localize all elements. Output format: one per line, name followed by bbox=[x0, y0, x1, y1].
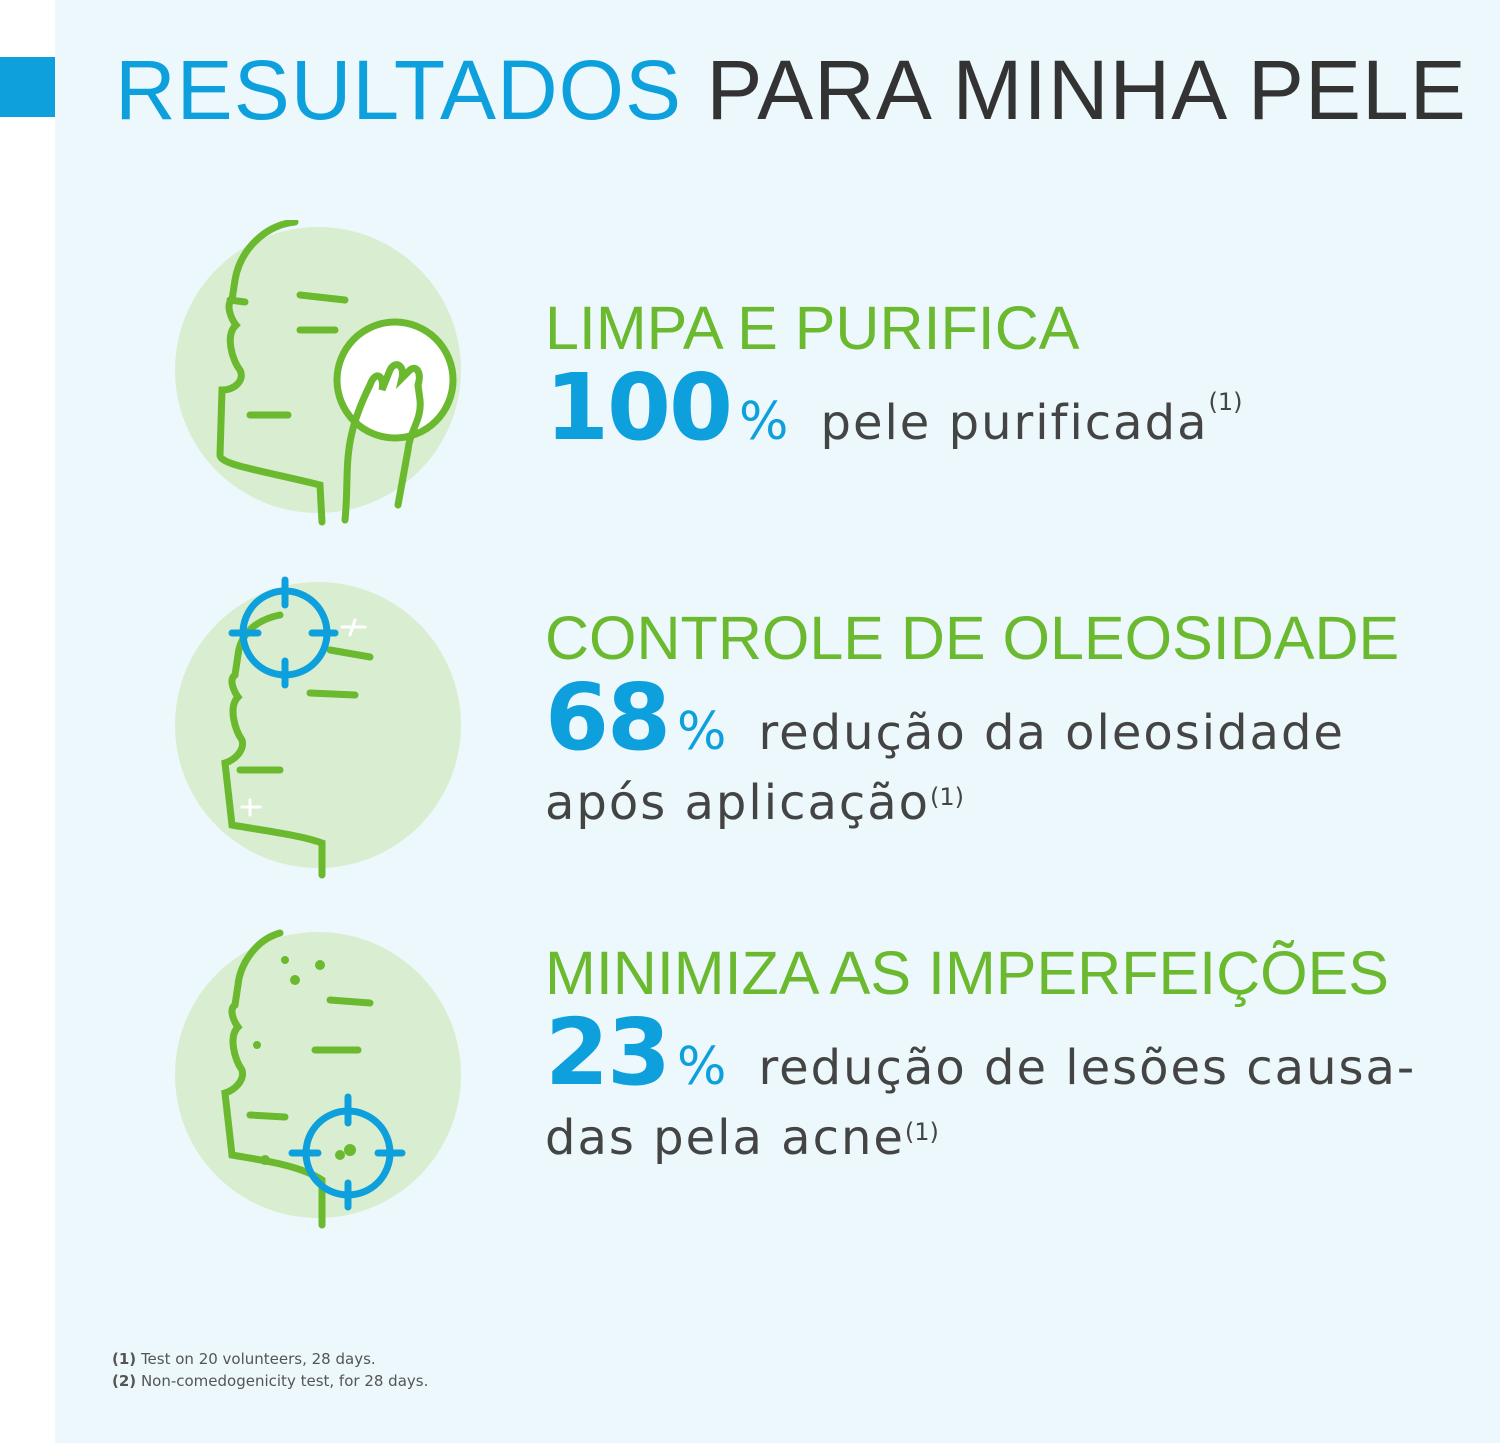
result-text: pele purificada bbox=[820, 395, 1209, 451]
result-oil-control: CONTROLE DE OLEOSIDADE 68% redução da ole… bbox=[545, 603, 1445, 838]
title-highlight: RESULTADOS bbox=[115, 43, 682, 137]
face-cleansing-pad-icon bbox=[175, 220, 461, 526]
result-heading: CONTROLE DE OLEOSIDADE bbox=[545, 604, 1400, 672]
footnotes: (1) Test on 20 volunteers, 28 days. (2) … bbox=[112, 1348, 428, 1392]
footnote: (1) Test on 20 volunteers, 28 days. bbox=[112, 1348, 428, 1370]
result-unit: % bbox=[739, 392, 791, 452]
footnote: (2) Non-comedogenicity test, for 28 days… bbox=[112, 1370, 428, 1392]
footnote-text: Test on 20 volunteers, 28 days. bbox=[140, 1350, 376, 1368]
result-cleanse: LIMPA E PURIFICA 100% pele purificada(1) bbox=[545, 293, 1445, 458]
face-oil-target-icon bbox=[175, 576, 461, 879]
face-blemish-target-icon bbox=[175, 929, 461, 1229]
result-heading: LIMPA E PURIFICA bbox=[545, 294, 1080, 362]
title-rest: PARA MINHA PELE bbox=[706, 43, 1467, 137]
result-text-cont: das pela acne bbox=[545, 1110, 905, 1166]
result-text-cont: após aplicação bbox=[545, 775, 931, 831]
footnote-ref: (1) bbox=[1208, 388, 1243, 416]
result-heading: MINIMIZA AS IMPERFEIÇÕES bbox=[545, 939, 1389, 1007]
result-unit: % bbox=[677, 702, 729, 762]
result-imperfections: MINIMIZA AS IMPERFEIÇÕES 23% redução de l… bbox=[545, 938, 1445, 1173]
result-unit: % bbox=[677, 1037, 729, 1097]
footnote-text: Non-comedogenicity test, for 28 days. bbox=[140, 1372, 429, 1390]
result-number: 68 bbox=[545, 664, 671, 771]
result-number: 100 bbox=[545, 354, 733, 461]
result-text: redução da oleosidade bbox=[758, 705, 1345, 761]
result-number: 23 bbox=[545, 999, 671, 1106]
accent-square bbox=[0, 57, 55, 117]
footnote-number: (1) bbox=[112, 1350, 137, 1368]
page-title: RESULTADOS PARA MINHA PELE bbox=[115, 42, 1467, 139]
footnote-ref: (1) bbox=[904, 1118, 939, 1146]
result-text: redução de lesões causa- bbox=[758, 1040, 1417, 1096]
footnote-number: (2) bbox=[112, 1372, 137, 1390]
footnote-ref: (1) bbox=[930, 783, 965, 811]
